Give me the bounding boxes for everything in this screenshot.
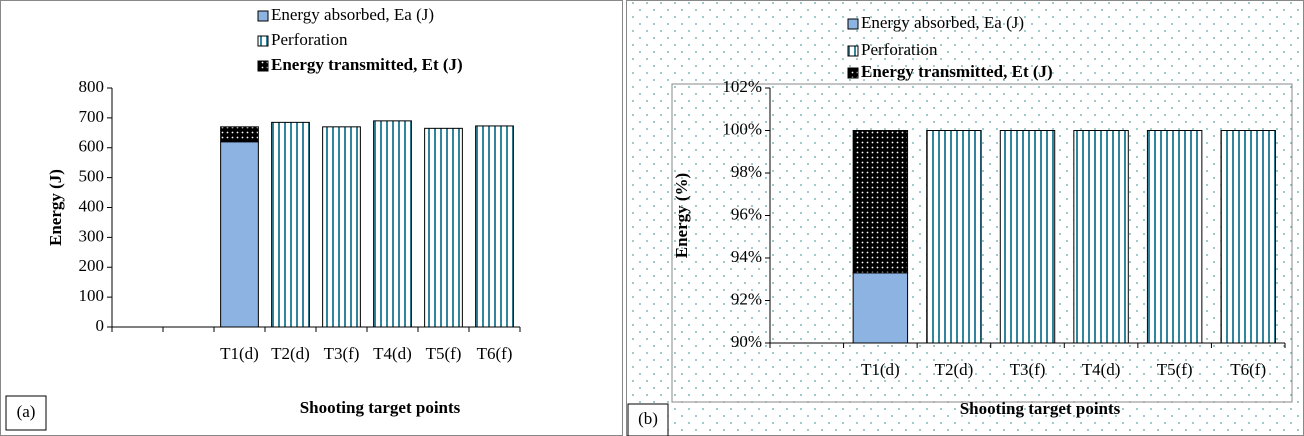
x-tick-label: T6(f): [477, 344, 513, 363]
bar-segment: [852, 130, 909, 274]
x-tick-label: T5(f): [1157, 360, 1193, 379]
y-tick-label: 100: [79, 286, 105, 305]
y-tick-label: 300: [79, 226, 105, 245]
y-tick-label: 400: [79, 196, 105, 215]
x-tick-label: T3(f): [1010, 360, 1046, 379]
panel-a-frame: [0, 0, 623, 436]
legend-swatch: [257, 10, 269, 22]
bar-segment: [220, 141, 259, 328]
y-tick-label: 800: [79, 77, 105, 96]
y-tick-label: 98%: [731, 162, 762, 181]
y-tick-label: 700: [79, 107, 105, 126]
legend-swatch: [257, 60, 269, 72]
x-tick-label: T2(d): [935, 360, 974, 379]
x-axis-label: Shooting target points: [300, 398, 461, 417]
y-tick-label: 200: [79, 256, 105, 275]
panel-label-box: [627, 403, 669, 436]
bar-segment: [1220, 130, 1276, 344]
x-tick-label: T4(d): [373, 344, 412, 363]
legend-label: Perforation: [861, 40, 938, 59]
legend-label: Perforation: [271, 30, 348, 49]
x-tick-label: T3(f): [324, 344, 360, 363]
x-tick-label: T6(f): [1230, 360, 1266, 379]
bar-segment: [999, 130, 1056, 344]
legend-label: Energy absorbed, Ea (J): [271, 5, 434, 24]
legend-label: Energy transmitted, Et (J): [271, 55, 463, 74]
y-axis-label: Energy (J): [46, 169, 65, 246]
panel-label: (a): [17, 402, 36, 421]
legend-swatch: [257, 35, 269, 47]
legend-label: Energy absorbed, Ea (J): [861, 13, 1024, 32]
y-tick-label: 600: [79, 137, 105, 156]
y-tick-label: 0: [96, 316, 105, 335]
y-tick-label: 94%: [731, 247, 762, 266]
x-tick-label: T4(d): [1082, 360, 1121, 379]
bar-segment: [424, 127, 463, 328]
panel-label-box: [5, 395, 47, 431]
y-tick-label: 500: [79, 167, 105, 186]
x-axis-label: Shooting target points: [960, 399, 1121, 418]
x-tick-label: T1(d): [220, 344, 259, 363]
y-axis-label: Energy (%): [672, 173, 691, 258]
y-tick-label: 92%: [731, 289, 762, 308]
bar-segment: [926, 130, 982, 344]
bar-segment: [373, 120, 412, 328]
bar-segment: [475, 125, 514, 328]
y-tick-label: 96%: [731, 204, 762, 223]
y-tick-label: 100%: [722, 119, 762, 138]
plot-frame: [671, 83, 1293, 403]
bar-segment: [1146, 130, 1203, 344]
bar-segment: [322, 126, 361, 328]
legend-swatch: [847, 18, 859, 30]
y-tick-label: 90%: [731, 332, 762, 351]
y-tick-label: 102%: [722, 77, 762, 96]
bar-segment: [220, 126, 259, 143]
x-tick-label: T1(d): [861, 360, 900, 379]
x-tick-label: T5(f): [426, 344, 462, 363]
bar-segment: [271, 121, 310, 328]
panel-label: (b): [638, 409, 658, 428]
bar-segment: [1073, 130, 1129, 344]
legend-swatch: [847, 45, 859, 57]
x-tick-label: T2(d): [271, 344, 310, 363]
legend-label: Energy transmitted, Et (J): [861, 62, 1053, 81]
bar-segment: [852, 272, 909, 344]
legend-swatch: [847, 67, 859, 79]
